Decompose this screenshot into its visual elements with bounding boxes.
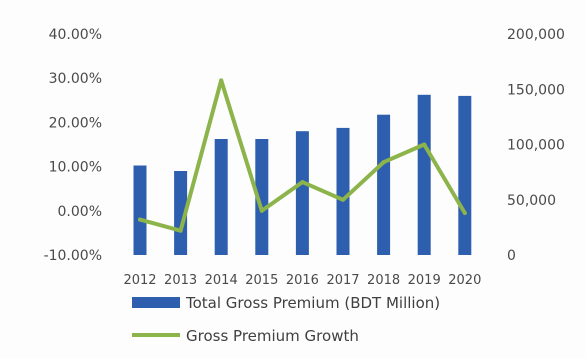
bar-2014: [214, 139, 228, 255]
right-tick-label: 200,000: [507, 27, 565, 43]
bar-2020: [458, 95, 472, 256]
bar-2016: [295, 131, 309, 255]
left-axis-ticks: -10.00% 0.00% 10.00% 20.00% 30.00% 40.00%: [44, 27, 102, 264]
growth-point-2015: [259, 208, 264, 213]
x-tick-2015: 2015: [245, 273, 278, 288]
left-tick-label: 10.00%: [49, 160, 102, 176]
growth-point-2013: [178, 228, 183, 233]
growth-point-2017: [341, 197, 345, 202]
x-tick-2014: 2014: [205, 273, 238, 288]
growth-point-2014: [219, 78, 224, 83]
growth-point-2012: [138, 217, 142, 222]
x-tick-2017: 2017: [326, 273, 359, 288]
bar-2018: [377, 114, 391, 255]
bar-2015: [255, 139, 269, 255]
bar-2019: [417, 94, 431, 255]
legend-label-line: Gross Premium Growth: [186, 327, 359, 345]
left-tick-label: 20.00%: [49, 115, 102, 131]
growth-point-2019: [422, 142, 427, 147]
right-tick-label: 50,000: [507, 193, 556, 209]
x-tick-2019: 2019: [408, 273, 441, 288]
legend-label-bar: Total Gross Premium (BDT Million): [185, 294, 440, 312]
x-tick-2016: 2016: [286, 273, 319, 288]
right-tick-label: 0: [507, 248, 516, 264]
legend: Total Gross Premium (BDT Million) Gross …: [132, 294, 440, 345]
right-axis-ticks: 0 50,000 100,000 150,000 200,000: [507, 27, 565, 264]
bar-2013: [174, 171, 188, 255]
left-tick-label: -10.00%: [44, 248, 102, 264]
right-tick-label: 150,000: [507, 82, 565, 98]
left-tick-label: 0.00%: [58, 204, 102, 220]
left-tick-label: 30.00%: [49, 71, 102, 87]
growth-point-2016: [300, 180, 305, 185]
bar-2017: [336, 127, 350, 255]
legend-swatch-bar: [132, 297, 180, 308]
x-tick-2013: 2013: [164, 273, 197, 288]
x-tick-2020: 2020: [448, 273, 481, 288]
bar-2012: [133, 165, 147, 255]
right-tick-label: 100,000: [507, 138, 565, 154]
growth-point-2020: [462, 211, 467, 215]
growth-point-2018: [381, 160, 386, 165]
x-axis-ticks: 2012 2013 2014 2015 2016 2017 2018 2019 2020: [123, 273, 481, 288]
x-tick-2012: 2012: [123, 273, 156, 288]
x-tick-2018: 2018: [367, 273, 400, 288]
line-layer: [138, 78, 467, 233]
bars-layer: [133, 94, 472, 256]
left-tick-label: 40.00%: [49, 27, 102, 43]
